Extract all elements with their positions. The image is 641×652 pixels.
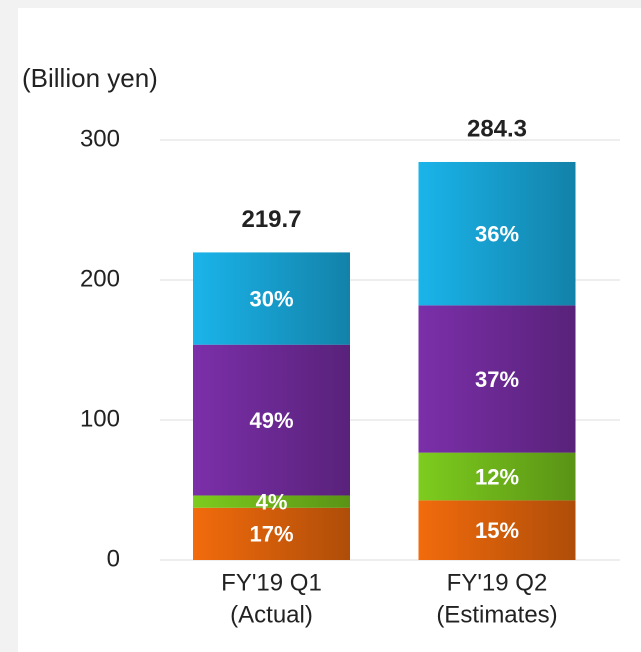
x-tick-label: (Actual) <box>230 601 313 628</box>
segment-label: 37% <box>475 367 519 392</box>
shade <box>418 161 576 306</box>
y-tick-label: 100 <box>80 405 120 432</box>
segment-label: 49% <box>249 408 293 433</box>
y-axis-label: (Billion yen) <box>22 63 158 93</box>
shade <box>418 452 576 501</box>
shade <box>418 500 576 560</box>
shade <box>418 305 576 453</box>
shade <box>193 252 350 345</box>
x-tick-label: (Estimates) <box>436 601 557 628</box>
y-tick-label: 200 <box>80 265 120 292</box>
total-label: 219.7 <box>241 206 301 233</box>
shade <box>193 507 350 560</box>
segment-label: 17% <box>249 522 293 547</box>
segment-label: 4% <box>256 489 288 514</box>
segment-label: 30% <box>249 286 293 311</box>
segment-label: 36% <box>475 221 519 246</box>
total-label: 284.3 <box>467 115 527 142</box>
y-tick-label: 300 <box>80 125 120 152</box>
y-tick-label: 0 <box>107 545 120 572</box>
x-tick-label: FY'19 Q1 <box>221 569 322 596</box>
segment-label: 12% <box>475 464 519 489</box>
shade <box>193 495 350 508</box>
segment-label: 15% <box>475 518 519 543</box>
x-tick-label: FY'19 Q2 <box>447 569 548 596</box>
shade <box>193 344 350 496</box>
